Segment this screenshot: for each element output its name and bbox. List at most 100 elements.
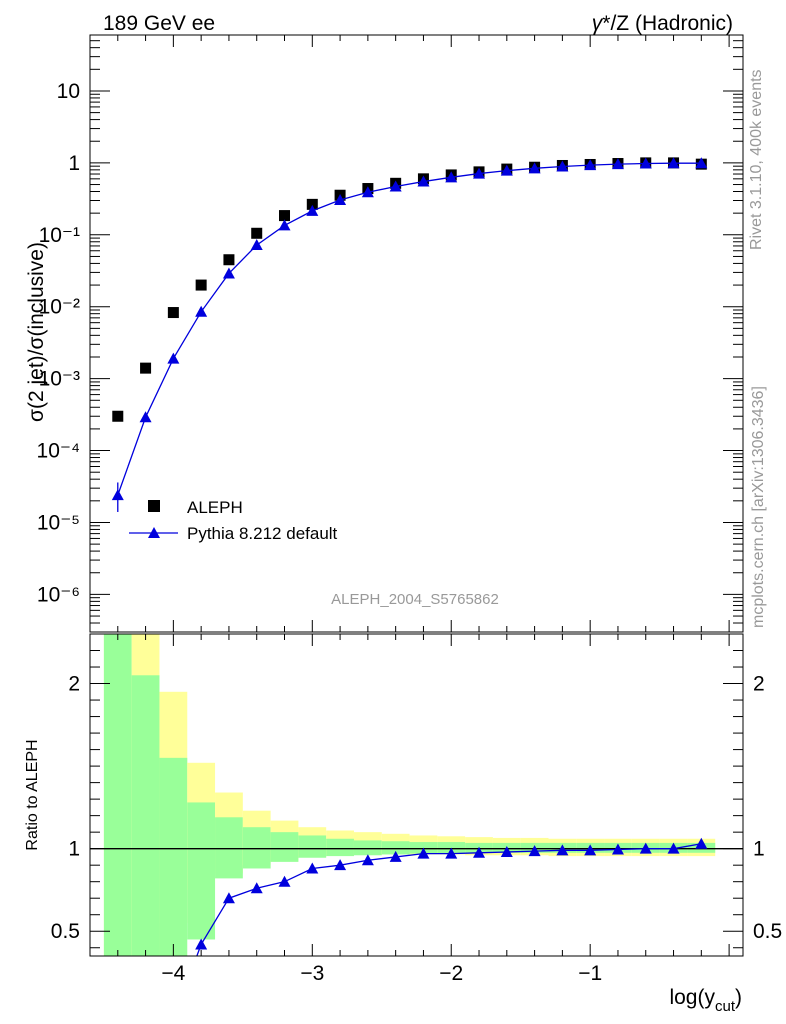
- x-axis-label: log(ycut): [669, 986, 742, 1015]
- aleph-point: [251, 227, 263, 239]
- ratio-bands: [90, 634, 743, 956]
- x-axis-label-sub: cut: [715, 998, 736, 1015]
- x-tick-label: −3: [300, 962, 324, 985]
- ratio-y-tick-label-right: 2: [753, 673, 765, 696]
- band-green: [159, 757, 188, 956]
- ratio-point: [195, 938, 208, 950]
- pythia-point: [528, 162, 541, 174]
- pythia-point: [611, 158, 624, 170]
- pythia-point: [417, 175, 430, 187]
- pythia-point: [306, 204, 319, 216]
- band-green: [381, 841, 410, 855]
- x-axis-label-main: log(y: [669, 986, 715, 1009]
- main-y-tick-label: 10⁻⁴: [37, 440, 80, 463]
- ratio-point: [306, 862, 319, 874]
- legend-marker-aleph: [148, 500, 160, 512]
- main-y-axis-label: σ(2 jet)/σ(inclusive): [25, 242, 48, 422]
- main-y-tick-label: 10⁻²: [39, 296, 80, 319]
- aleph-point: [112, 410, 124, 422]
- ratio-y-tick-label: 2: [68, 673, 80, 696]
- header-left: 189 GeV ee: [103, 12, 215, 35]
- aleph-point: [195, 279, 207, 291]
- pythia-line: [117, 162, 702, 496]
- ratio-point: [417, 847, 430, 859]
- ratio-point: [695, 837, 708, 849]
- pythia-point: [667, 157, 680, 169]
- legend-label-aleph: ALEPH: [187, 498, 243, 517]
- main-ticks: [89, 34, 743, 633]
- ratio-frame: [89, 633, 744, 957]
- pythia-point: [250, 239, 263, 251]
- x-tick-labels: −4 −3 −2 −1: [161, 962, 602, 985]
- ratio-point: [473, 846, 486, 858]
- ratio-point: [500, 845, 513, 857]
- analysis-id: ALEPH_2004_S5765862: [331, 591, 499, 608]
- pythia-point: [111, 489, 124, 501]
- band-green: [187, 802, 216, 940]
- main-y-tick-label: 10⁻¹: [39, 224, 80, 247]
- ratio-point: [250, 882, 263, 894]
- main-y-tick-labels: 10 1 10⁻¹ 10⁻² 10⁻³ 10⁻⁴ 10⁻⁵ 10⁻⁶: [37, 80, 80, 606]
- band-green: [326, 838, 354, 857]
- ratio-point: [556, 844, 569, 856]
- main-y-tick-label: 10⁻⁶: [37, 583, 80, 606]
- pythia-point: [222, 267, 235, 279]
- ratio-point: [584, 844, 597, 856]
- ratio-point: [639, 842, 652, 854]
- ratio-point: [611, 843, 624, 855]
- ratio-point: [361, 854, 374, 866]
- band-green: [298, 835, 327, 858]
- header-right: γ*/Z (Hadronic): [592, 12, 733, 35]
- main-y-tick-label: 10⁻³: [39, 368, 80, 391]
- ratio-point: [334, 859, 347, 871]
- main-y-tick-label: 10⁻⁵: [37, 511, 80, 534]
- ratio-y-tick-labels: 0.5 0.5 1 1 2 2: [51, 673, 782, 944]
- ratio-y-tick-label: 1: [68, 838, 80, 861]
- band-green: [103, 634, 132, 956]
- pythia-point: [584, 159, 597, 171]
- band-green: [215, 817, 243, 879]
- aleph-point: [306, 198, 318, 210]
- main-y-tick-label: 1: [68, 152, 80, 175]
- ratio-series: [195, 837, 708, 956]
- pythia-point: [473, 167, 486, 179]
- pythia-point: [195, 305, 208, 317]
- ratio-point: [222, 892, 235, 904]
- ratio-line: [196, 843, 702, 956]
- x-axis-label-close: ): [735, 986, 742, 1009]
- pythia-point: [639, 157, 652, 169]
- ratio-point: [445, 847, 458, 859]
- ratio-point: [389, 850, 402, 862]
- ratio-y-tick-label: 0.5: [51, 920, 80, 943]
- pythia-point: [556, 160, 569, 172]
- mcplots-label: mcplots.cern.ch [arXiv:1306.3436]: [750, 386, 767, 628]
- x-tick-label: −2: [439, 962, 463, 985]
- legend-marker-pythia: [148, 527, 160, 538]
- pythia-point: [361, 186, 374, 198]
- pythia-point: [445, 171, 458, 183]
- pythia-point: [167, 352, 180, 364]
- ratio-point: [528, 845, 541, 857]
- band-green: [353, 840, 382, 856]
- header-right-text: */Z (Hadronic): [602, 12, 733, 35]
- main-y-tick-label: 10: [57, 80, 80, 103]
- ratio-point: [278, 875, 291, 887]
- pythia-point: [695, 157, 708, 169]
- pythia-point: [278, 219, 291, 231]
- legend: ALEPH Pythia 8.212 default: [129, 498, 338, 543]
- main-frame: [89, 34, 744, 633]
- main-panel: 10 1 10⁻¹ 10⁻² 10⁻³ 10⁻⁴ 10⁻⁵ 10⁻⁶ σ(2 jet)/σ(i…: [25, 34, 744, 633]
- pythia-point: [334, 193, 347, 205]
- aleph-point: [279, 210, 291, 222]
- pythia-point: [389, 180, 402, 192]
- ratio-ticks: [89, 633, 743, 956]
- rivet-label: Rivet 3.1.10, 400k events: [748, 69, 765, 250]
- pythia-point: [500, 164, 513, 176]
- ratio-y-tick-label-right: 0.5: [753, 920, 782, 943]
- aleph-point: [140, 362, 152, 374]
- legend-label-pythia: Pythia 8.212 default: [187, 524, 338, 543]
- ratio-panel: 0.5 0.5 1 1 2 2 −4 −3 −2 −1 Ratio to ALEPH log(y…: [24, 633, 782, 1015]
- band-green: [242, 827, 271, 869]
- x-tick-label: −1: [578, 962, 602, 985]
- aleph-point: [167, 307, 179, 319]
